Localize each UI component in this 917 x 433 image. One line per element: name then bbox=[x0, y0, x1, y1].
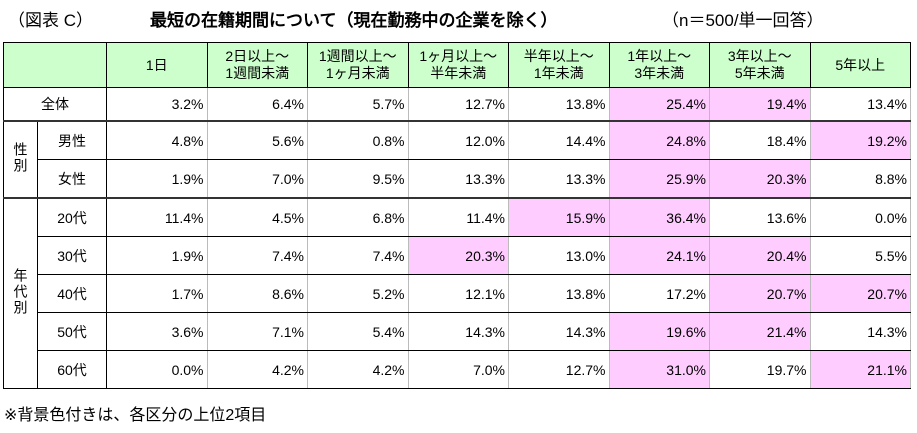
value-cell: 3.6% bbox=[106, 312, 208, 351]
column-header: 1日 bbox=[106, 42, 208, 88]
value-cell: 0.0% bbox=[809, 197, 911, 237]
value-cell: 25.4% bbox=[608, 87, 710, 122]
table-row: 60代 0.0% 4.2% 4.2% 7.0% 12.7% 31.0% 19.7% 21.1% bbox=[4, 350, 911, 389]
row-label: 50代 bbox=[37, 312, 107, 351]
value-cell: 7.4% bbox=[206, 236, 308, 275]
value-cell: 13.6% bbox=[709, 197, 811, 237]
value-cell: 13.8% bbox=[508, 87, 610, 122]
row-label: 全体 bbox=[3, 87, 107, 122]
table-row: 年代別 20代 11.4% 4.5% 6.8% 11.4% 15.9% 36.4% 13.6% 0… bbox=[3, 197, 911, 389]
value-cell: 5.6% bbox=[206, 120, 308, 160]
value-cell: 19.6% bbox=[608, 312, 710, 351]
value-cell: 7.0% bbox=[407, 350, 509, 389]
group-cell: 年代別 bbox=[3, 197, 38, 389]
value-cell: 5.5% bbox=[809, 236, 911, 275]
value-cell: 13.8% bbox=[508, 274, 610, 313]
value-cell: 24.1% bbox=[608, 236, 710, 275]
value-cell: 5.4% bbox=[307, 312, 409, 351]
value-cell: 6.4% bbox=[206, 87, 308, 122]
value-cell: 20.4% bbox=[709, 236, 811, 275]
value-cell: 4.5% bbox=[206, 197, 308, 237]
corner-cell bbox=[3, 42, 107, 88]
table-row: 30代 1.9% 7.4% 7.4% 20.3% 13.0% 24.1% 20.4% 5.5% bbox=[4, 236, 911, 275]
sample-size: （n＝500/単一回答） bbox=[662, 11, 824, 30]
value-cell: 13.3% bbox=[508, 159, 610, 199]
value-cell: 20.3% bbox=[709, 159, 811, 199]
value-cell: 8.8% bbox=[809, 159, 911, 199]
header-row: 1日 2日以上～ 1週間未満 1週間以上～ 1ヶ月未満 1ヶ月以上～ 半年未満 半年以上～ 1年… bbox=[3, 42, 911, 88]
column-header: 1週間以上～ 1ヶ月未満 bbox=[307, 42, 409, 88]
value-cell: 19.2% bbox=[809, 120, 911, 160]
value-cell: 15.9% bbox=[508, 197, 610, 237]
value-cell: 4.2% bbox=[307, 350, 409, 389]
results-table: 1日 2日以上～ 1週間未満 1週間以上～ 1ヶ月未満 1ヶ月以上～ 半年未満 半年以上～ 1年… bbox=[3, 42, 911, 389]
value-cell: 18.4% bbox=[709, 120, 811, 160]
group-label: 性別 bbox=[12, 142, 29, 174]
value-cell: 0.8% bbox=[307, 120, 409, 160]
value-cell: 20.7% bbox=[809, 274, 911, 313]
value-cell: 19.7% bbox=[709, 350, 811, 389]
table-row: 性別 男性 4.8% 5.6% 0.8% 12.0% 14.4% 24.8% 18.4% 19.2… bbox=[3, 120, 911, 199]
row-label: 20代 bbox=[37, 197, 107, 237]
value-cell: 11.4% bbox=[407, 197, 509, 237]
value-cell: 12.1% bbox=[407, 274, 509, 313]
row-label: 男性 bbox=[37, 120, 107, 160]
value-cell: 12.0% bbox=[407, 120, 509, 160]
column-header: 半年以上～ 1年未満 bbox=[508, 42, 610, 88]
table-row: 全体 3.2% 6.4% 5.7% 12.7% 13.8% 25.4% 19.4% 13.4% bbox=[3, 87, 911, 122]
value-cell: 1.9% bbox=[106, 159, 208, 199]
value-cell: 7.0% bbox=[206, 159, 308, 199]
value-cell: 6.8% bbox=[307, 197, 409, 237]
value-cell: 25.9% bbox=[608, 159, 710, 199]
value-cell: 20.3% bbox=[407, 236, 509, 275]
table-row: 40代 1.7% 8.6% 5.2% 12.1% 13.8% 17.2% 20.7% 20.7% bbox=[4, 274, 911, 313]
value-cell: 3.2% bbox=[106, 87, 208, 122]
value-cell: 24.8% bbox=[608, 120, 710, 160]
value-cell: 17.2% bbox=[608, 274, 710, 313]
row-label: 30代 bbox=[37, 236, 107, 275]
value-cell: 31.0% bbox=[608, 350, 710, 389]
value-cell: 13.4% bbox=[809, 87, 911, 122]
value-cell: 13.3% bbox=[407, 159, 509, 199]
value-cell: 8.6% bbox=[206, 274, 308, 313]
group-cell: 性別 bbox=[3, 120, 38, 199]
value-cell: 9.5% bbox=[307, 159, 409, 199]
value-cell: 13.0% bbox=[508, 236, 610, 275]
value-cell: 36.4% bbox=[608, 197, 710, 237]
value-cell: 4.2% bbox=[206, 350, 308, 389]
value-cell: 5.7% bbox=[307, 87, 409, 122]
value-cell: 14.3% bbox=[508, 312, 610, 351]
page-title: 最短の在籍期間について（現在勤務中の企業を除く） bbox=[150, 11, 558, 30]
group-label: 年代別 bbox=[12, 268, 29, 316]
value-cell: 7.1% bbox=[206, 312, 308, 351]
table-row: 女性 1.9% 7.0% 9.5% 13.3% 13.3% 25.9% 20.3% 8.8% bbox=[4, 159, 911, 199]
value-cell: 21.1% bbox=[809, 350, 911, 389]
figure-label: （図表 C） bbox=[8, 11, 93, 30]
value-cell: 4.8% bbox=[106, 120, 208, 160]
row-label: 60代 bbox=[37, 350, 107, 389]
value-cell: 5.2% bbox=[307, 274, 409, 313]
value-cell: 14.3% bbox=[407, 312, 509, 351]
column-header: 1ヶ月以上～ 半年未満 bbox=[407, 42, 509, 88]
value-cell: 7.4% bbox=[307, 236, 409, 275]
column-header: 3年以上～ 5年未満 bbox=[709, 42, 811, 88]
table-row: 50代 3.6% 7.1% 5.4% 14.3% 14.3% 19.6% 21.4% 14.3% bbox=[4, 312, 911, 351]
value-cell: 12.7% bbox=[407, 87, 509, 122]
row-label: 40代 bbox=[37, 274, 107, 313]
value-cell: 1.7% bbox=[106, 274, 208, 313]
row-label: 女性 bbox=[37, 159, 107, 199]
value-cell: 20.7% bbox=[709, 274, 811, 313]
column-header: 2日以上～ 1週間未満 bbox=[206, 42, 308, 88]
value-cell: 14.3% bbox=[809, 312, 911, 351]
column-header: 5年以上 bbox=[809, 42, 911, 88]
value-cell: 1.9% bbox=[106, 236, 208, 275]
value-cell: 11.4% bbox=[106, 197, 208, 237]
footnote: ※背景色付きは、各区分の上位2項目 bbox=[4, 407, 267, 424]
value-cell: 12.7% bbox=[508, 350, 610, 389]
value-cell: 19.4% bbox=[709, 87, 811, 122]
value-cell: 21.4% bbox=[709, 312, 811, 351]
value-cell: 14.4% bbox=[508, 120, 610, 160]
value-cell: 0.0% bbox=[106, 350, 208, 389]
column-header: 1年以上～ 3年未満 bbox=[608, 42, 710, 88]
